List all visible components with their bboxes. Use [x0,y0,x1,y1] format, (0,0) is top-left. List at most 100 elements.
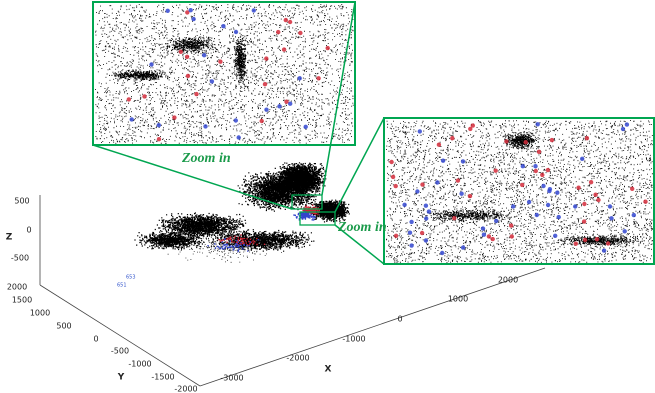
marker [583,238,587,242]
zoom-label: Zoom in [181,151,231,166]
marker [408,231,412,235]
marker [509,223,513,227]
marker [304,125,308,129]
marker [420,182,424,186]
marker [481,226,485,230]
marker [127,97,131,101]
y-tick-label: 2000 [7,283,27,292]
marker [441,159,445,163]
marker [237,135,241,139]
marker [157,137,161,141]
marker [194,92,198,96]
marker [189,8,193,12]
marker [210,79,214,83]
marker [264,108,268,112]
marker [424,204,428,208]
marker [608,204,612,208]
marker [394,184,398,188]
marker [520,183,524,187]
marker [576,186,580,190]
marker [487,234,491,238]
marker [284,18,288,22]
y-tick-label: 500 [56,322,71,331]
marker [298,31,302,35]
y-tick-label: -1000 [128,360,151,369]
figure: Zoom in Zoom in Z Y X 653 651 5000-50020… [0,0,655,393]
marker [288,20,292,24]
marker [263,82,267,86]
x-tick-label: 1000 [448,295,468,304]
marker [186,74,190,78]
x-tick-label: 2000 [498,276,518,285]
marker [415,189,419,193]
marker [288,102,292,106]
marker [609,216,613,220]
marker [546,168,550,172]
marker [471,123,475,127]
marker [191,17,195,21]
marker [203,124,207,128]
marker [185,55,189,59]
marker [510,234,514,238]
marker [277,104,281,108]
marker [582,202,586,206]
z-axis-label: Z [6,233,13,243]
marker [298,76,302,80]
marker [540,173,544,177]
marker [632,213,636,217]
marker [595,237,599,241]
marker [424,238,428,242]
x-axis-label: X [325,365,332,375]
marker [593,193,597,197]
marker [389,160,393,164]
marker [437,143,441,147]
marker [130,117,134,121]
marker [252,8,256,12]
marker [452,216,456,220]
y-tick-label: -2000 [174,385,197,393]
marker [536,122,540,126]
marker [282,47,286,51]
marker [420,231,424,235]
marker [468,194,472,198]
marker [541,184,545,188]
point-label: 653 [126,275,136,281]
marker [450,136,454,140]
marker [527,200,531,204]
x-tick-label: -1000 [342,335,365,344]
marker [424,216,428,220]
marker [521,164,525,168]
marker [547,189,551,193]
marker [459,192,463,196]
marker [494,219,498,223]
marker [596,198,600,202]
y-tick-label: -1500 [151,373,174,382]
marker [166,9,170,13]
marker [623,229,627,233]
x-tick-label: -3000 [220,374,243,383]
z-tick-label: 500 [14,197,29,206]
marker [546,203,550,207]
marker [535,213,539,217]
marker [573,204,577,208]
marker [260,119,264,123]
marker [157,123,161,127]
z-tick-label: -500 [11,254,29,263]
y-axis-label: Y [117,373,125,383]
marker [461,245,465,249]
point-label: 651 [117,283,127,289]
x-tick-label: -2000 [286,354,309,363]
marker [585,136,589,140]
y-tick-label: 1500 [12,296,32,305]
marker [553,234,557,238]
marker [264,56,268,60]
marker [511,204,515,208]
z-tick-label: 0 [26,226,31,235]
marker [574,242,578,246]
marker [504,139,508,143]
marker [580,157,584,161]
marker [218,60,222,64]
marker [418,129,422,133]
marker [557,215,561,219]
marker [456,178,460,182]
